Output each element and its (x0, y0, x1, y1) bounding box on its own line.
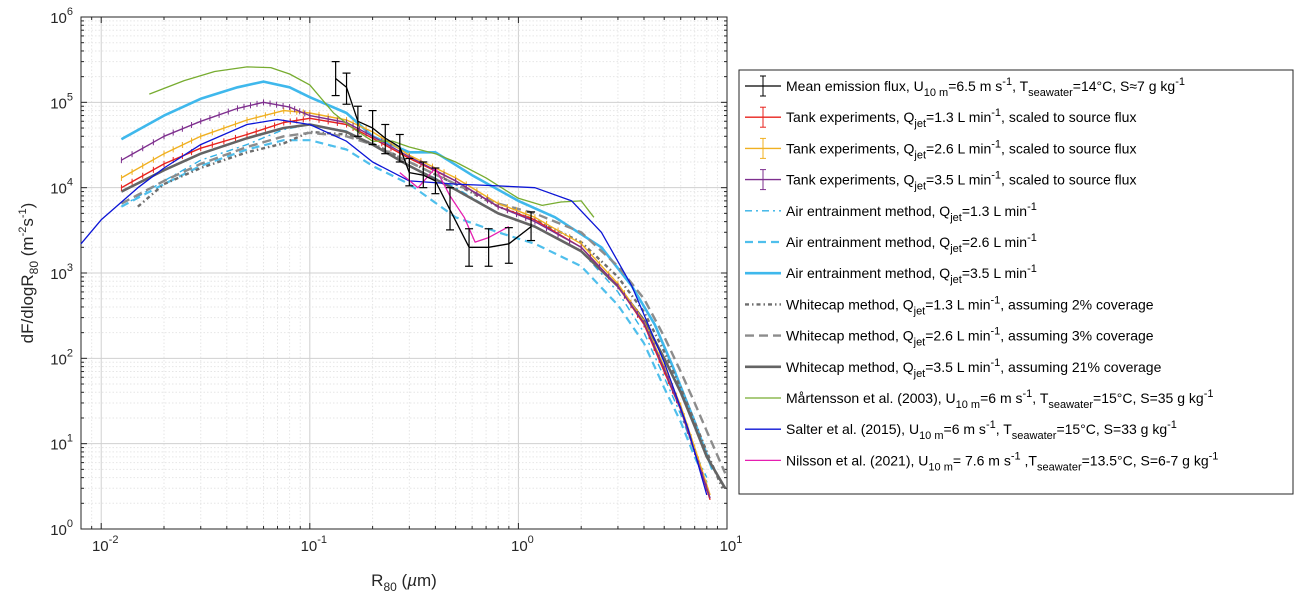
legend-item: Tank experiments, Qjet=2.6 L min-1, scal… (745, 137, 1136, 161)
legend-label: Mårtensson et al. (2003), U10 m=6 m s-1,… (786, 388, 1213, 411)
x-tick-labels: 10-2 10-1 100 101 (92, 534, 742, 555)
x-tick-label: 100 (511, 534, 534, 555)
series-12 (80, 118, 708, 496)
y-axis-label: dF/dlogR80 (m-2s-1) (17, 203, 41, 344)
legend-label: Whitecap method, Qjet=3.5 L min-1, assum… (786, 357, 1162, 380)
legend-item: Tank experiments, Qjet=3.5 L min-1, scal… (745, 169, 1136, 193)
y-tick-labels: 100 101 102 103 104 105 106 (50, 6, 73, 539)
legend: Mean emission flux, U10 m=6.5 m s-1, Tse… (738, 69, 1294, 495)
y-tick-label: 105 (50, 91, 73, 112)
x-tick-label: 10-2 (92, 534, 118, 555)
series-line (120, 139, 708, 484)
legend-box (738, 69, 1294, 495)
legend-item: Whitecap method, Qjet=3.5 L min-1, assum… (745, 357, 1162, 380)
grid (80, 16, 728, 530)
legend-label: Whitecap method, Qjet=1.3 L min-1, assum… (786, 294, 1154, 317)
y-tick-label: 104 (50, 177, 73, 198)
legend-item: Air entrainment method, Qjet=2.6 L min-1 (745, 232, 1037, 255)
y-tick-label: 103 (50, 262, 73, 283)
series-6 (120, 139, 708, 484)
series-13 (399, 167, 510, 243)
legend-item: Whitecap method, Qjet=2.6 L min-1, assum… (745, 326, 1154, 349)
series-10 (120, 123, 727, 489)
y-tick-label: 106 (50, 6, 73, 27)
legend-item: Tank experiments, Qjet=1.3 L min-1, scal… (745, 106, 1136, 130)
series-line (149, 66, 595, 218)
series-line (80, 118, 708, 496)
series-line (121, 123, 708, 478)
series-7 (120, 80, 714, 470)
legend-item: Air entrainment method, Qjet=1.3 L min-1 (745, 201, 1037, 224)
legend-item: Nilsson et al. (2021), U10 m= 7.6 m s-1 … (745, 450, 1218, 473)
legend-item: Mårtensson et al. (2003), U10 m=6 m s-1,… (745, 388, 1213, 411)
legend-label: Tank experiments, Qjet=1.3 L min-1, scal… (786, 107, 1136, 130)
legend-label: Air entrainment method, Qjet=1.3 L min-1 (786, 201, 1037, 224)
legend-label: Whitecap method, Qjet=2.6 L min-1, assum… (786, 326, 1154, 349)
series-5 (121, 123, 708, 478)
x-axis-label: R80 (µm) (371, 571, 437, 594)
series-line (120, 123, 727, 489)
x-tick-label: 101 (720, 534, 743, 555)
legend-label: Air entrainment method, Qjet=2.6 L min-1 (786, 232, 1037, 255)
series-4 (120, 99, 711, 499)
series-1 (331, 61, 536, 267)
y-tick-label: 100 (50, 518, 73, 539)
legend-item: Salter et al. (2015), U10 m=6 m s-1, Tse… (745, 419, 1177, 442)
axis-ticks (80, 16, 728, 530)
series-layer (80, 61, 727, 501)
legend-label: Mean emission flux, U10 m=6.5 m s-1, Tse… (786, 76, 1185, 99)
series-line (120, 80, 714, 470)
legend-label: Air entrainment method, Qjet=3.5 L min-1 (786, 263, 1037, 286)
legend-label: Tank experiments, Qjet=2.6 L min-1, scal… (786, 138, 1136, 161)
series-11 (149, 66, 595, 218)
y-tick-label: 102 (50, 347, 73, 368)
legend-label: Tank experiments, Qjet=3.5 L min-1, scal… (786, 170, 1136, 193)
series-line (399, 167, 510, 243)
y-tick-label: 101 (50, 433, 73, 454)
series-2 (120, 115, 711, 501)
legend-item: Whitecap method, Qjet=1.3 L min-1, assum… (745, 294, 1154, 317)
legend-label: Nilsson et al. (2021), U10 m= 7.6 m s-1 … (786, 450, 1218, 473)
series-line (335, 77, 532, 248)
legend-item: Mean emission flux, U10 m=6.5 m s-1, Tse… (745, 75, 1185, 99)
x-tick-label: 10-1 (301, 534, 327, 555)
legend-label: Salter et al. (2015), U10 m=6 m s-1, Tse… (786, 419, 1177, 442)
legend-item: Air entrainment method, Qjet=3.5 L min-1 (745, 263, 1037, 286)
